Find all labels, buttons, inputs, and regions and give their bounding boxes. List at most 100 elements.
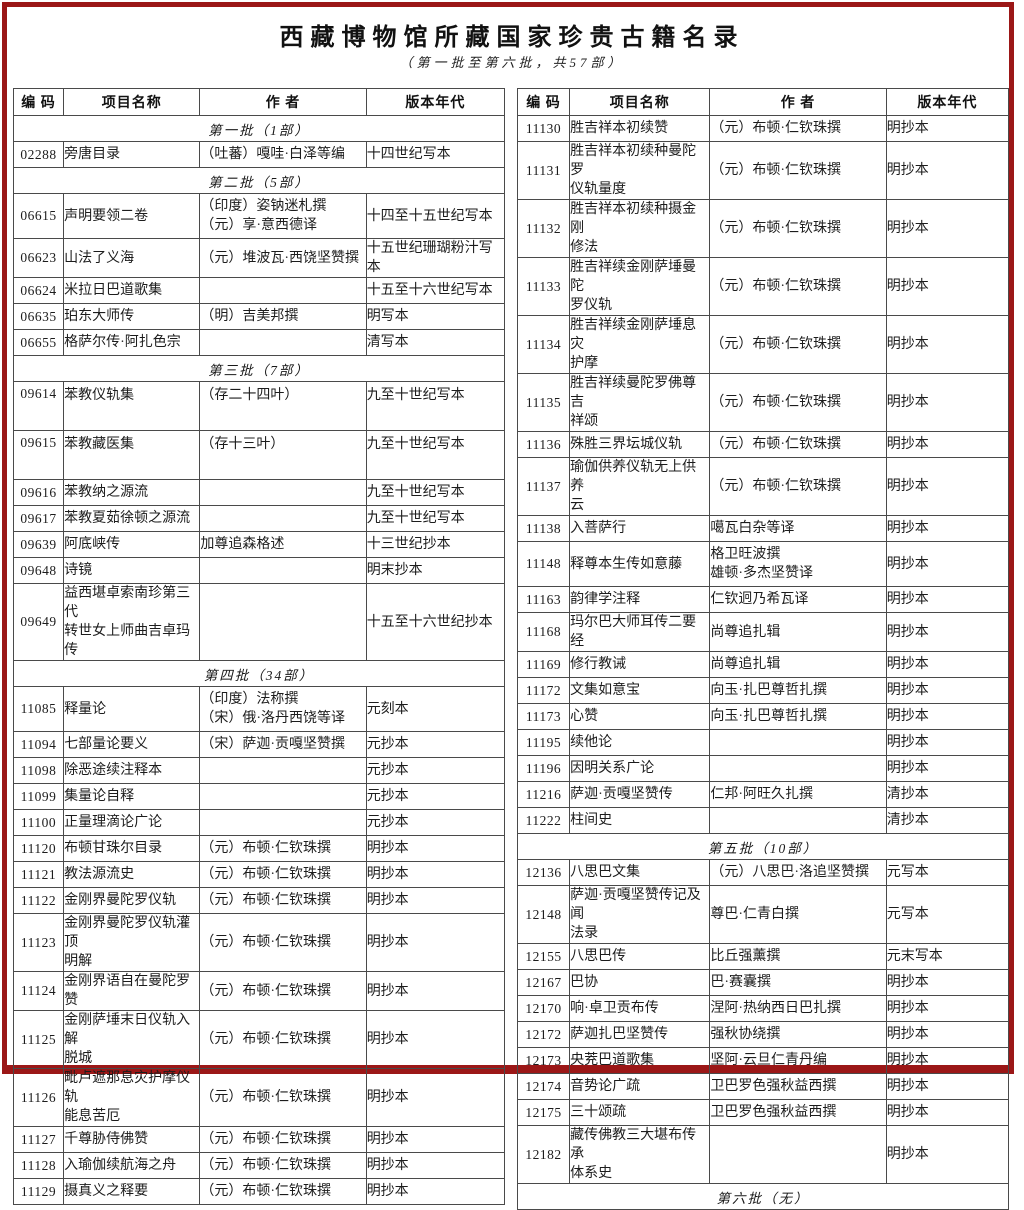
code-cell: 11134 — [516, 315, 571, 374]
table-row: 11132 胜吉祥本初续种摄金刚 修法 （元）布顿·仁钦珠撰 明抄本 — [516, 199, 1010, 258]
era-cell: 明末抄本 — [365, 557, 506, 584]
code-cell: 11098 — [12, 757, 65, 784]
author-cell: 仁邦·阿旺久扎撰 — [709, 781, 887, 808]
table-row: 11129 摄真义之释要 （元）布顿·仁钦珠撰 明抄本 — [12, 1178, 506, 1205]
era-cell: 明抄本 — [885, 1125, 1010, 1184]
table-row: 06624 米拉日巴道歌集 十五至十六世纪写本 — [12, 277, 506, 304]
title-cell: 山法了义海 — [63, 238, 201, 278]
title-cell: 萨迦·贡嘎坚赞传 — [569, 781, 711, 808]
table-row: 11137 瑜伽供养仪轨无上供养 云（元）布顿·仁钦珠撰 明抄本 — [516, 457, 1010, 516]
author-cell: （元）布顿·仁钦珠撰 — [709, 431, 887, 458]
column-header-era: 版本年代 — [365, 88, 506, 116]
author-cell — [709, 1125, 887, 1184]
column-header-author: 作 者 — [709, 88, 887, 116]
era-cell: 清写本 — [365, 329, 506, 356]
title-cell: 胜吉祥续金刚萨埵曼陀 罗仪轨 — [569, 257, 711, 316]
table-row: 12173 央茺巴道歌集 坚阿·云旦仁青丹编 明抄本 — [516, 1047, 1010, 1074]
column-header-title: 项目名称 — [569, 88, 711, 116]
title-cell: 集量论自释 — [63, 783, 201, 810]
author-cell: （吐蕃）嘎哇·白泽等编 — [199, 141, 367, 168]
era-cell: 十五至十六世纪抄本 — [365, 583, 506, 661]
catalog-table-left: 编 码项目名称作 者版本年代 第一批（1部） 02288 旁唐目录 （吐蕃）嘎哇·白泽等… — [12, 88, 506, 1205]
era-cell: 明抄本 — [885, 1073, 1010, 1100]
author-cell: （元）堆波瓦·西饶坚赞撰 — [199, 238, 367, 278]
author-cell — [199, 557, 367, 584]
table-row: 11121 教法源流史 （元）布顿·仁钦珠撰 明抄本 — [12, 861, 506, 888]
table-row: 11085 释量论 （印度）法称撰 （宋）俄·洛丹西饶等译 元刻本 — [12, 686, 506, 732]
author-cell — [199, 479, 367, 506]
title-cell: 七部量论要义 — [63, 731, 201, 758]
table-row: 11133 胜吉祥续金刚萨埵曼陀 罗仪轨 （元）布顿·仁钦珠撰 明抄本 — [516, 257, 1010, 316]
catalog-table-right: 编 码项目名称作 者版本年代 11130 胜吉祥本初续赞 （元）布顿·仁钦珠撰 明抄本 1… — [516, 88, 1010, 1210]
section-row: 第二批（5部） — [13, 167, 505, 194]
code-cell: 11216 — [516, 781, 571, 808]
title-cell: 八思巴文集 — [569, 859, 711, 886]
table-row: 11130 胜吉祥本初续赞 （元）布顿·仁钦珠撰 明抄本 — [516, 115, 1010, 142]
section-row: 第四批（34部） — [13, 660, 505, 687]
code-cell: 12167 — [516, 969, 571, 996]
catalog-table: 编 码项目名称作 者版本年代 11130 胜吉祥本初续赞 （元）布顿·仁钦珠撰 明抄本 1… — [516, 88, 1010, 1210]
author-cell — [199, 277, 367, 304]
code-cell: 11122 — [12, 887, 65, 914]
author-cell: （元）布顿·仁钦珠撰 — [199, 1178, 367, 1205]
author-cell: 涅阿·热纳西日巴扎撰 — [709, 995, 887, 1022]
title-cell: 旁唐目录 — [63, 141, 201, 168]
title-cell: 入菩萨行 — [569, 515, 711, 542]
author-cell: 仁钦迥乃希瓦译 — [709, 586, 887, 613]
code-cell: 11085 — [12, 686, 65, 732]
code-cell: 11132 — [516, 199, 571, 258]
catalog-table: 编 码项目名称作 者版本年代 第一批（1部） 02288 旁唐目录 （吐蕃）嘎哇·白泽等… — [12, 88, 506, 1205]
table-row: 11222 柱间史 清抄本 — [516, 807, 1010, 834]
code-cell: 06635 — [12, 303, 65, 330]
author-cell — [709, 807, 887, 834]
title-cell: 布顿甘珠尔目录 — [63, 835, 201, 862]
table-row: 12170 响·卓卫贡布传 涅阿·热纳西日巴扎撰 明抄本 — [516, 995, 1010, 1022]
era-cell: 清抄本 — [885, 807, 1010, 834]
header-row: 编 码项目名称作 者版本年代 — [516, 88, 1010, 116]
section-row: 第三批（7部） — [13, 355, 505, 382]
table-row: 09639 阿底峡传 加尊追森格述 十三世纪抄本 — [12, 531, 506, 558]
table-row: 11094 七部量论要义 （宋）萨迦·贡嘎坚赞撰 元抄本 — [12, 731, 506, 758]
author-cell: （元）布顿·仁钦珠撰 — [199, 1068, 367, 1127]
code-cell: 12174 — [516, 1073, 571, 1100]
era-cell: 明抄本 — [885, 115, 1010, 142]
author-cell: （元）布顿·仁钦珠撰 — [199, 913, 367, 972]
era-cell: 九至十世纪写本 — [365, 479, 506, 506]
code-cell: 11128 — [12, 1152, 65, 1179]
author-cell: 卫巴罗色强秋益西撰 — [709, 1099, 887, 1126]
table-row: 11173 心赞 向玉·扎巴尊哲扎撰 明抄本 — [516, 703, 1010, 730]
section-label: 第四批（34部） — [13, 660, 505, 687]
era-cell: 明抄本 — [365, 913, 506, 972]
table-row: 11163 韵律学注释 仁钦迥乃希瓦译 明抄本 — [516, 586, 1010, 613]
code-cell: 11135 — [516, 373, 571, 432]
title-cell: 胜吉祥本初续赞 — [569, 115, 711, 142]
era-cell: 明抄本 — [885, 257, 1010, 316]
author-cell: （印度）姿钠迷札撰 （元）享·意西德译 — [199, 193, 367, 239]
code-cell: 11121 — [12, 861, 65, 888]
era-cell: 明抄本 — [885, 431, 1010, 458]
table-row: 11134 胜吉祥续金刚萨埵息灾 护摩 （元）布顿·仁钦珠撰 明抄本 — [516, 315, 1010, 374]
section-label: 第五批（10部） — [517, 833, 1009, 860]
title-cell: 苯教夏茹徐顿之源流 — [63, 505, 201, 532]
table-row: 11122 金刚界曼陀罗仪轨 （元）布顿·仁钦珠撰 明抄本 — [12, 887, 506, 914]
author-cell: 噶瓦白杂等译 — [709, 515, 887, 542]
table-row: 11120 布顿甘珠尔目录 （元）布顿·仁钦珠撰 明抄本 — [12, 835, 506, 862]
code-cell: 11099 — [12, 783, 65, 810]
title-cell: 释量论 — [63, 686, 201, 732]
title-cell: 玛尔巴大师耳传二要经 — [569, 612, 711, 652]
column-header-author: 作 者 — [199, 88, 367, 116]
table-row: 11168 玛尔巴大师耳传二要经 尚尊追扎辑 明抄本 — [516, 612, 1010, 652]
table-row: 09648 诗镜 明末抄本 — [12, 557, 506, 584]
code-cell: 11196 — [516, 755, 571, 782]
author-cell — [709, 755, 887, 782]
code-cell: 09649 — [12, 583, 65, 661]
code-cell: 11168 — [516, 612, 571, 652]
author-cell: （元）布顿·仁钦珠撰 — [709, 115, 887, 142]
page-title: 西藏博物馆所藏国家珍贵古籍名录 — [279, 25, 745, 51]
section-row: 第一批（1部） — [13, 115, 505, 142]
author-cell — [199, 583, 367, 661]
author-cell: （元）布顿·仁钦珠撰 — [199, 1126, 367, 1153]
header-row: 编 码项目名称作 者版本年代 — [12, 88, 506, 116]
era-cell: 明写本 — [365, 303, 506, 330]
author-cell: （元）布顿·仁钦珠撰 — [199, 1010, 367, 1069]
